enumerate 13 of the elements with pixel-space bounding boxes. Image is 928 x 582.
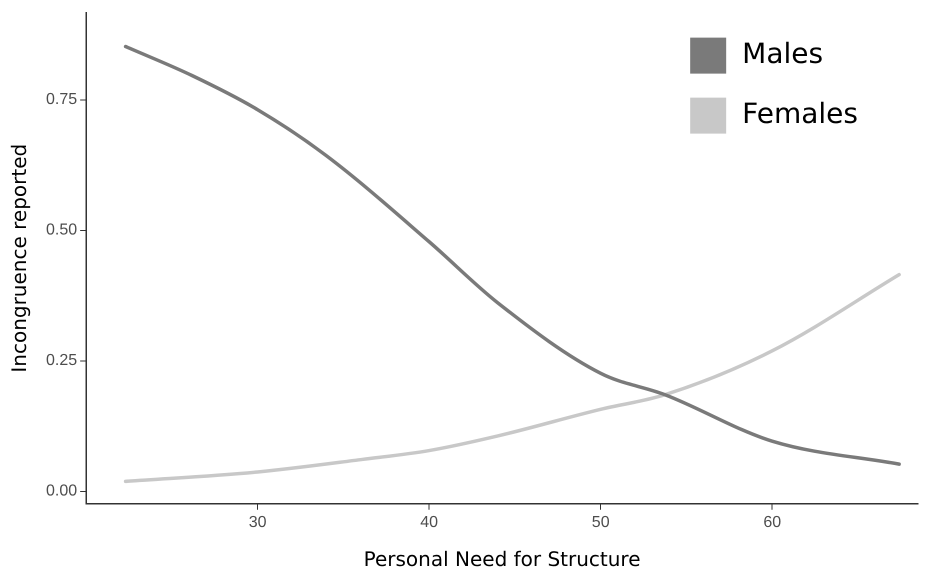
line-series [124, 272, 901, 484]
x-axis-title: Personal Need for Structure [364, 547, 641, 572]
legend-label: Males [742, 36, 824, 70]
legend-label: Females [742, 96, 858, 130]
x-tick-label: 60 [763, 514, 782, 531]
y-tick-label: 0.00 [46, 482, 78, 500]
y-tick-label: 0.25 [46, 352, 78, 370]
y-tick-label: 0.75 [46, 91, 78, 108]
y-tick-label: 0.50 [46, 222, 78, 239]
x-tick-label: 50 [592, 514, 610, 531]
x-tick-label: 30 [248, 514, 267, 531]
y-axis-title: Incongruence reported [7, 144, 32, 373]
x-tick-label: 40 [420, 514, 438, 531]
